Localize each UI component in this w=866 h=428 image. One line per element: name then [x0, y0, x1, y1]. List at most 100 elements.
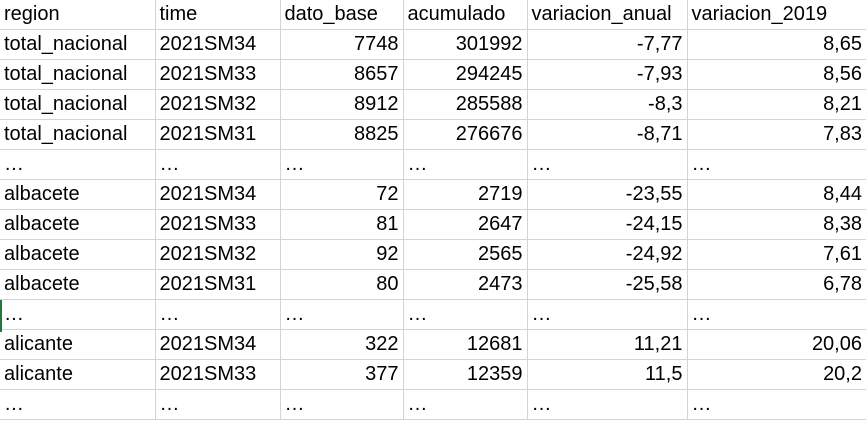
cell-region[interactable]: alicante — [0, 359, 156, 390]
header-cell-region[interactable]: region — [0, 0, 156, 30]
cell-dato-base[interactable]: 72 — [280, 179, 404, 210]
cell-dato-base[interactable]: 377 — [280, 359, 404, 390]
cell-variacion-anual[interactable]: -8,71 — [527, 119, 688, 150]
table-row: alicante 2021SM33 377 12359 11,5 20,2 — [0, 359, 866, 390]
cell-region[interactable]: … — [0, 389, 156, 420]
cell-acumulado[interactable]: 2647 — [403, 209, 528, 240]
cell-time[interactable]: 2021SM32 — [155, 239, 281, 270]
cell-variacion-anual[interactable]: … — [527, 149, 688, 180]
cell-region[interactable]: albacete — [0, 269, 156, 300]
cell-variacion-2019[interactable]: 7,83 — [687, 119, 866, 150]
cell-variacion-2019[interactable]: 8,56 — [687, 59, 866, 90]
cell-acumulado[interactable]: 2473 — [403, 269, 528, 300]
cell-acumulado[interactable]: 294245 — [403, 59, 528, 90]
cell-variacion-anual[interactable]: 11,21 — [527, 329, 688, 360]
cell-dato-base[interactable]: 8912 — [280, 89, 404, 120]
table-row: total_nacional 2021SM32 8912 285588 -8,3 8,21 — [0, 89, 866, 120]
row-selection-marker — [0, 300, 2, 332]
cell-acumulado[interactable]: 2565 — [403, 239, 528, 270]
table-row: albacete 2021SM33 81 2647 -24,15 8,38 — [0, 209, 866, 240]
cell-region[interactable]: … — [0, 149, 156, 180]
cell-variacion-2019[interactable]: … — [687, 149, 866, 180]
cell-variacion-anual[interactable]: … — [527, 389, 688, 420]
header-cell-dato-base[interactable]: dato_base — [280, 0, 404, 30]
table-row: total_nacional 2021SM34 7748 301992 -7,77 8,6… — [0, 29, 866, 60]
cell-variacion-anual[interactable]: -24,92 — [527, 239, 688, 270]
cell-dato-base[interactable]: 81 — [280, 209, 404, 240]
cell-variacion-2019[interactable]: 20,2 — [687, 359, 866, 390]
cell-variacion-anual[interactable]: -25,58 — [527, 269, 688, 300]
cell-time[interactable]: 2021SM33 — [155, 209, 281, 240]
cell-dato-base[interactable]: 322 — [280, 329, 404, 360]
cell-acumulado[interactable]: 301992 — [403, 29, 528, 60]
cell-variacion-anual[interactable]: -7,77 — [527, 29, 688, 60]
cell-variacion-2019[interactable]: 8,21 — [687, 89, 866, 120]
cell-time[interactable]: … — [155, 149, 281, 180]
table-row: albacete 2021SM34 72 2719 -23,55 8,44 — [0, 179, 866, 210]
cell-variacion-2019[interactable]: 8,38 — [687, 209, 866, 240]
table-row: ……………… — [0, 389, 866, 420]
cell-time[interactable]: 2021SM34 — [155, 329, 281, 360]
cell-time[interactable]: 2021SM34 — [155, 179, 281, 210]
cell-time[interactable]: 2021SM31 — [155, 269, 281, 300]
header-cell-variacion-2019[interactable]: variacion_2019 — [687, 0, 866, 30]
cell-variacion-anual[interactable]: -23,55 — [527, 179, 688, 210]
cell-dato-base[interactable]: 7748 — [280, 29, 404, 60]
cell-dato-base[interactable]: 8657 — [280, 59, 404, 90]
cell-region[interactable]: total_nacional — [0, 29, 156, 60]
cell-dato-base[interactable]: … — [280, 389, 404, 420]
cell-dato-base[interactable]: 8825 — [280, 119, 404, 150]
cell-acumulado[interactable]: … — [403, 149, 528, 180]
cell-acumulado[interactable]: 276676 — [403, 119, 528, 150]
header-row: region time dato_base acumulado variacio… — [0, 0, 866, 30]
cell-dato-base[interactable]: 92 — [280, 239, 404, 270]
cell-acumulado[interactable]: 12359 — [403, 359, 528, 390]
cell-variacion-2019[interactable]: … — [687, 299, 866, 330]
table-row: albacete 2021SM31 80 2473 -25,58 6,78 — [0, 269, 866, 300]
cell-region[interactable]: alicante — [0, 329, 156, 360]
table-row: alicante 2021SM34 322 12681 11,21 20,06 — [0, 329, 866, 360]
cell-acumulado[interactable]: … — [403, 389, 528, 420]
cell-variacion-anual[interactable]: -8,3 — [527, 89, 688, 120]
cell-variacion-anual[interactable]: … — [527, 299, 688, 330]
cell-time[interactable]: 2021SM31 — [155, 119, 281, 150]
cell-region[interactable]: albacete — [0, 239, 156, 270]
cell-region[interactable]: … — [0, 299, 156, 330]
table-row: ……………… — [0, 299, 866, 330]
cell-variacion-anual[interactable]: 11,5 — [527, 359, 688, 390]
cell-time[interactable]: … — [155, 299, 281, 330]
cell-region[interactable]: total_nacional — [0, 89, 156, 120]
header-cell-variacion-anual[interactable]: variacion_anual — [527, 0, 688, 30]
cell-time[interactable]: 2021SM33 — [155, 59, 281, 90]
cell-acumulado[interactable]: 285588 — [403, 89, 528, 120]
table-row: albacete 2021SM32 92 2565 -24,92 7,61 — [0, 239, 866, 270]
cell-dato-base[interactable]: … — [280, 149, 404, 180]
cell-variacion-2019[interactable]: 7,61 — [687, 239, 866, 270]
cell-region[interactable]: albacete — [0, 179, 156, 210]
cell-acumulado[interactable]: 2719 — [403, 179, 528, 210]
cell-variacion-2019[interactable]: 20,06 — [687, 329, 866, 360]
cell-variacion-2019[interactable]: … — [687, 389, 866, 420]
cell-variacion-2019[interactable]: 6,78 — [687, 269, 866, 300]
header-cell-time[interactable]: time — [155, 0, 281, 30]
cell-time[interactable]: 2021SM34 — [155, 29, 281, 60]
cell-region[interactable]: total_nacional — [0, 119, 156, 150]
cell-variacion-2019[interactable]: 8,44 — [687, 179, 866, 210]
cell-dato-base[interactable]: … — [280, 299, 404, 330]
cell-variacion-anual[interactable]: -7,93 — [527, 59, 688, 90]
cell-acumulado[interactable]: 12681 — [403, 329, 528, 360]
cell-variacion-anual[interactable]: -24,15 — [527, 209, 688, 240]
cell-time[interactable]: … — [155, 389, 281, 420]
cell-region[interactable]: albacete — [0, 209, 156, 240]
cell-region[interactable]: total_nacional — [0, 59, 156, 90]
table-row: ……………… — [0, 149, 866, 180]
table-row: total_nacional 2021SM31 8825 276676 -8,71 7,8… — [0, 119, 866, 150]
cell-acumulado[interactable]: … — [403, 299, 528, 330]
cell-variacion-2019[interactable]: 8,65 — [687, 29, 866, 60]
cell-dato-base[interactable]: 80 — [280, 269, 404, 300]
cell-time[interactable]: 2021SM33 — [155, 359, 281, 390]
header-cell-acumulado[interactable]: acumulado — [403, 0, 528, 30]
cell-time[interactable]: 2021SM32 — [155, 89, 281, 120]
